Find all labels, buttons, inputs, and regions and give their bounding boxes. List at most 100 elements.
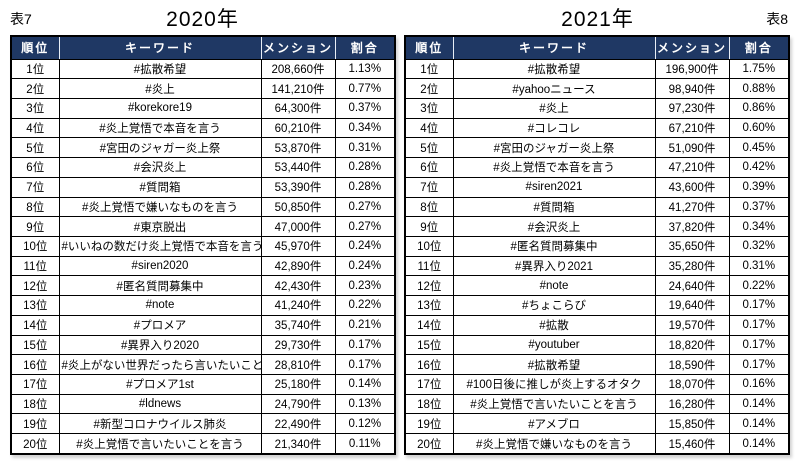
- share-cell: 0.17%: [334, 334, 396, 356]
- share-cell: 1.13%: [334, 58, 396, 80]
- column-header-mentions: メンション: [260, 35, 336, 60]
- rank-cell: 18位: [10, 393, 60, 415]
- mentions-cell: 22,490件: [260, 413, 336, 435]
- rank-cell: 8位: [404, 196, 454, 218]
- table-row: 12位 #匿名質問募集中 42,430件 0.23%: [10, 275, 396, 297]
- rank-cell: 5位: [10, 137, 60, 159]
- rank-cell: 3位: [10, 97, 60, 119]
- share-cell: 0.14%: [728, 413, 790, 435]
- share-cell: 0.31%: [728, 255, 790, 277]
- rank-cell: 6位: [10, 157, 60, 178]
- mentions-cell: 196,900件: [654, 58, 730, 80]
- table-row: 10位 #いいねの数だけ炎上覚悟で本音を言う 45,970件 0.24%: [10, 235, 396, 257]
- rank-cell: 12位: [404, 275, 454, 297]
- rank-cell: 7位: [404, 176, 454, 198]
- share-cell: 0.27%: [334, 216, 396, 237]
- share-cell: 0.14%: [728, 393, 790, 415]
- keyword-cell: #炎上覚悟で嫌いなものを言う: [58, 196, 262, 218]
- table-row: 15位 #youtuber 18,820件 0.17%: [404, 334, 790, 356]
- column-header-rank: 順位: [404, 35, 454, 60]
- mentions-cell: 24,640件: [654, 275, 730, 297]
- keyword-cell: #100日後に推しが炎上するオタク: [452, 374, 656, 395]
- mentions-cell: 97,230件: [654, 97, 730, 119]
- keyword-cell: #ちょこらび: [452, 295, 656, 316]
- table-row: 16位 #炎上がない世界だったら言いたいこと 28,810件 0.17%: [10, 354, 396, 375]
- table-row: 4位 #炎上覚悟で本音を言う 60,210件 0.34%: [10, 117, 396, 139]
- mentions-cell: 67,210件: [654, 117, 730, 139]
- table-row: 17位 #100日後に推しが炎上するオタク 18,070件 0.16%: [404, 374, 790, 395]
- table-row: 15位 #異界入り2020 29,730件 0.17%: [10, 334, 396, 356]
- rank-cell: 20位: [10, 433, 60, 455]
- column-header-share: 割合: [728, 35, 790, 60]
- keyword-cell: #宮田のジャガー炎上祭: [58, 137, 262, 159]
- keyword-cell: #匿名質問募集中: [452, 235, 656, 257]
- mentions-cell: 53,870件: [260, 137, 336, 159]
- keyword-cell: #質問箱: [452, 196, 656, 218]
- mentions-cell: 47,210件: [654, 157, 730, 178]
- keyword-cell: #拡散希望: [452, 354, 656, 375]
- share-cell: 0.37%: [334, 97, 396, 119]
- mentions-cell: 208,660件: [260, 58, 336, 80]
- table-row: 6位 #炎上覚悟で本音を言う 47,210件 0.42%: [404, 157, 790, 178]
- rank-cell: 10位: [10, 235, 60, 257]
- share-cell: 0.17%: [334, 354, 396, 375]
- keyword-cell: #炎上: [452, 97, 656, 119]
- table-row: 5位 #宮田のジャガー炎上祭 53,870件 0.31%: [10, 137, 396, 159]
- table-row: 1位 #拡散希望 208,660件 1.13%: [10, 58, 396, 80]
- keyword-cell: #質問箱: [58, 176, 262, 198]
- table-row: 3位 #炎上 97,230件 0.86%: [404, 97, 790, 119]
- rank-cell: 7位: [10, 176, 60, 198]
- mentions-cell: 47,000件: [260, 216, 336, 237]
- keyword-cell: #siren2021: [452, 176, 656, 198]
- keyword-cell: #拡散: [452, 314, 656, 336]
- keyword-cell: #拡散希望: [58, 58, 262, 80]
- table-row: 9位 #会沢炎上 37,820件 0.34%: [404, 216, 790, 237]
- keyword-cell: #ldnews: [58, 393, 262, 415]
- share-cell: 0.86%: [728, 97, 790, 119]
- keyword-cell: #siren2020: [58, 255, 262, 277]
- keyword-cell: #いいねの数だけ炎上覚悟で本音を言う: [58, 235, 262, 257]
- rank-cell: 12位: [10, 275, 60, 297]
- mentions-cell: 42,890件: [260, 255, 336, 277]
- mentions-cell: 41,270件: [654, 196, 730, 218]
- share-cell: 0.60%: [728, 117, 790, 139]
- share-cell: 0.39%: [728, 176, 790, 198]
- share-cell: 0.22%: [334, 295, 396, 316]
- rank-cell: 11位: [404, 255, 454, 277]
- column-header-keyword: キーワード: [452, 35, 656, 60]
- share-cell: 0.88%: [728, 78, 790, 99]
- mentions-cell: 29,730件: [260, 334, 336, 356]
- table-row: 20位 #炎上覚悟で言いたいことを言う 21,340件 0.11%: [10, 433, 396, 455]
- mentions-cell: 41,240件: [260, 295, 336, 316]
- share-cell: 0.13%: [334, 393, 396, 415]
- share-cell: 0.24%: [334, 235, 396, 257]
- keyword-cell: #yahooニュース: [452, 78, 656, 99]
- share-cell: 0.16%: [728, 374, 790, 395]
- share-cell: 0.14%: [334, 374, 396, 395]
- header-row: 順位 キーワード メンション 割合: [10, 35, 396, 60]
- table-row: 19位 #新型コロナウイルス肺炎 22,490件 0.12%: [10, 413, 396, 435]
- rank-cell: 14位: [404, 314, 454, 336]
- table-row: 20位 #炎上覚悟で嫌いなものを言う 15,460件 0.14%: [404, 433, 790, 455]
- rank-cell: 2位: [404, 78, 454, 99]
- table8-title: 2021年: [561, 8, 634, 31]
- share-cell: 0.28%: [334, 176, 396, 198]
- keyword-cell: #プロメア1st: [58, 374, 262, 395]
- keyword-cell: #アメブロ: [452, 413, 656, 435]
- table-row: 7位 #質問箱 53,390件 0.28%: [10, 176, 396, 198]
- table-row: 7位 #siren2021 43,600件 0.39%: [404, 176, 790, 198]
- table-row: 16位 #拡散希望 18,590件 0.17%: [404, 354, 790, 375]
- rank-cell: 16位: [10, 354, 60, 375]
- rank-cell: 6位: [404, 157, 454, 178]
- rank-cell: 5位: [404, 137, 454, 159]
- keyword-cell: #拡散希望: [452, 58, 656, 80]
- table-row: 13位 #ちょこらび 19,640件 0.17%: [404, 295, 790, 316]
- mentions-cell: 35,650件: [654, 235, 730, 257]
- column-header-rank: 順位: [10, 35, 60, 60]
- rank-cell: 1位: [404, 58, 454, 80]
- rank-cell: 14位: [10, 314, 60, 336]
- share-cell: 0.27%: [334, 196, 396, 218]
- table-row: 11位 #siren2020 42,890件 0.24%: [10, 255, 396, 277]
- table-row: 14位 #プロメア 35,740件 0.21%: [10, 314, 396, 336]
